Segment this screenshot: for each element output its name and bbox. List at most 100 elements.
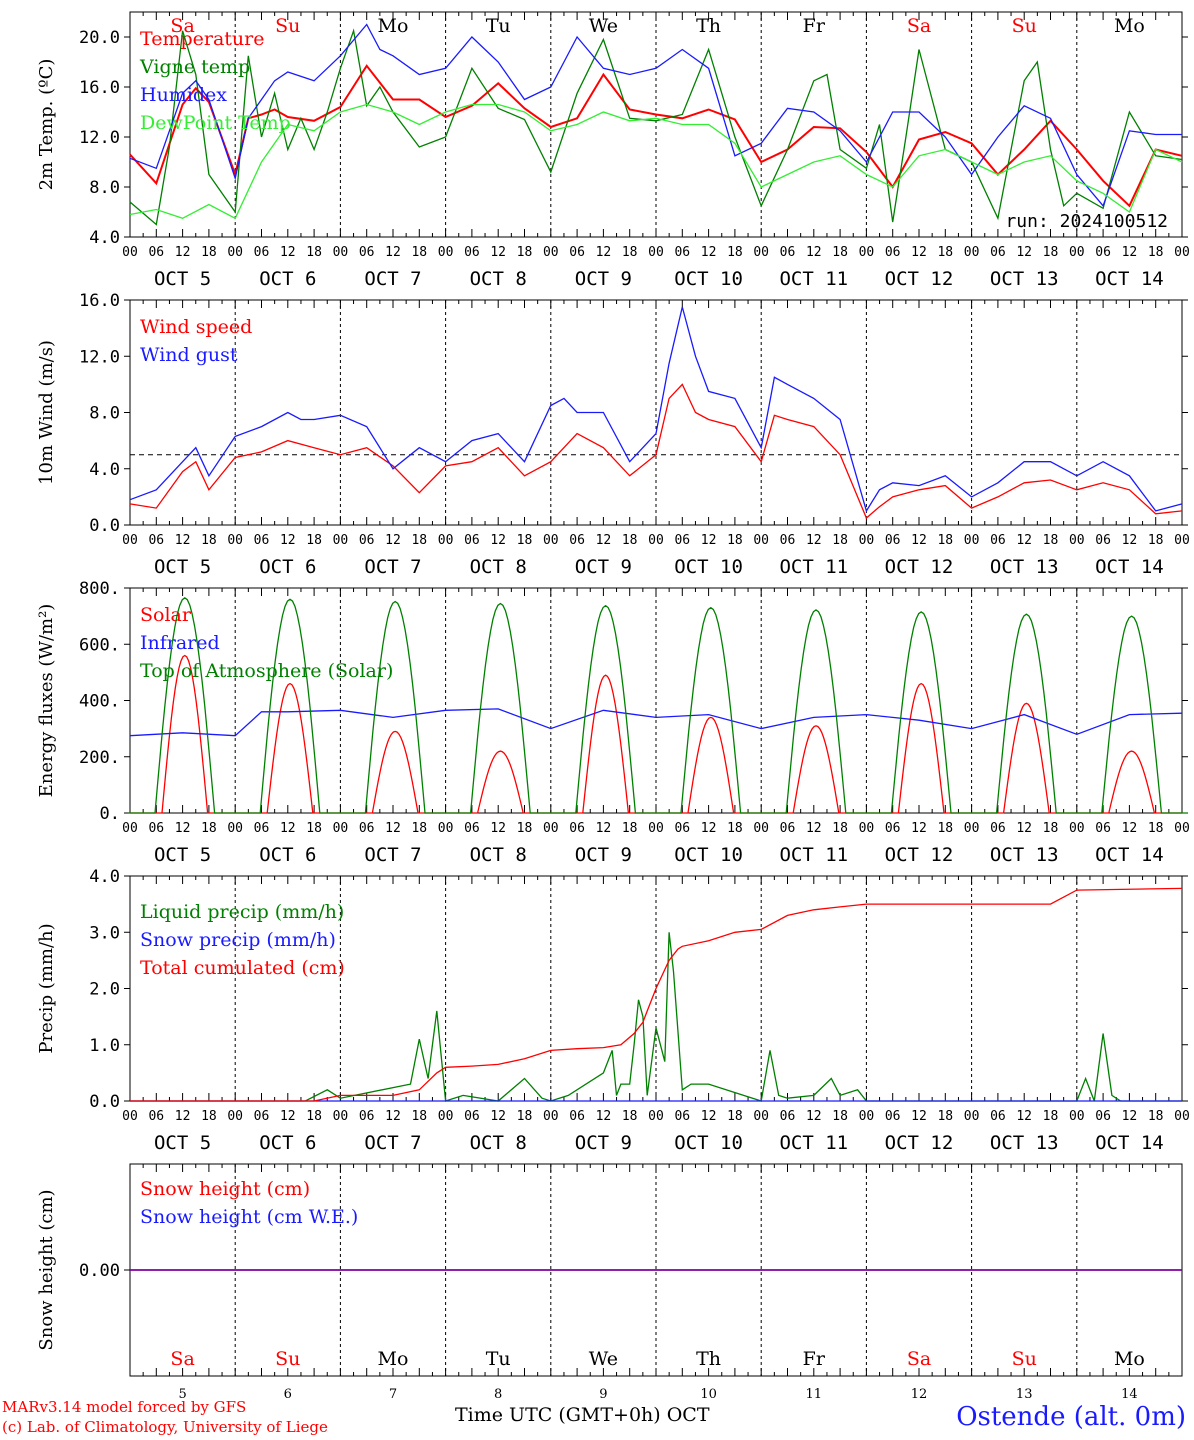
day-label: OCT 12 xyxy=(885,844,954,866)
day-label: OCT 14 xyxy=(1095,1132,1164,1154)
hour-tick-label: 18 xyxy=(306,1109,322,1124)
hour-tick-label: 06 xyxy=(885,245,901,260)
y-axis-label: 10m Wind (m/s) xyxy=(36,340,57,485)
weekday-label: Sa xyxy=(907,15,931,37)
hour-tick-label: 06 xyxy=(569,245,585,260)
hour-tick-label: 06 xyxy=(148,821,164,836)
day-label: OCT 14 xyxy=(1095,556,1164,578)
day-number: 9 xyxy=(599,1387,607,1402)
legend-entry: Total cumulated (cm) xyxy=(140,957,345,979)
hour-tick-label: 18 xyxy=(727,533,743,548)
hour-tick-label: 18 xyxy=(306,533,322,548)
hour-tick-label: 18 xyxy=(937,821,953,836)
hour-tick-label: 06 xyxy=(1095,1109,1111,1124)
hour-tick-label: 12 xyxy=(175,821,191,836)
hour-tick-label: 18 xyxy=(622,245,638,260)
hour-tick-label: 18 xyxy=(1043,533,1059,548)
hour-tick-label: 06 xyxy=(674,821,690,836)
hour-tick-label: 00 xyxy=(964,1109,980,1124)
hour-tick-label: 12 xyxy=(701,245,717,260)
hour-tick-label: 06 xyxy=(885,533,901,548)
hour-tick-label: 06 xyxy=(885,821,901,836)
hour-tick-label: 18 xyxy=(517,821,533,836)
weekday-label: Fr xyxy=(803,15,826,37)
day-label: OCT 7 xyxy=(364,844,421,866)
hour-tick-label: 12 xyxy=(385,245,401,260)
panel-3: 0. 200. 400. 600. 800. Energy fluxes (W/m²) 00… xyxy=(36,579,1190,866)
hour-tick-label: 00 xyxy=(859,821,875,836)
hour-tick-label: 06 xyxy=(148,1109,164,1124)
day-label: OCT 12 xyxy=(885,556,954,578)
hour-tick-label: 18 xyxy=(411,245,427,260)
day-label: OCT 10 xyxy=(674,844,743,866)
day-label: OCT 12 xyxy=(885,268,954,290)
y-tick-label: 200. xyxy=(79,748,120,768)
legend-entry: Liquid precip (mm/h) xyxy=(140,901,344,923)
y-tick-label: 2.0 xyxy=(89,980,120,1000)
hour-tick-label: 00 xyxy=(333,821,349,836)
hour-tick-label: 18 xyxy=(727,821,743,836)
day-label: OCT 8 xyxy=(470,844,527,866)
hour-tick-label: 00 xyxy=(122,533,138,548)
day-label: OCT 5 xyxy=(154,1132,211,1154)
hour-tick-label: 12 xyxy=(280,1109,296,1124)
hour-tick-label: 06 xyxy=(254,821,270,836)
hour-tick-label: 06 xyxy=(1095,245,1111,260)
y-tick-label: 0.00 xyxy=(79,1261,120,1281)
y-tick-label: 12.0 xyxy=(79,128,120,148)
hour-tick-label: 00 xyxy=(1069,245,1085,260)
day-label: OCT 7 xyxy=(364,556,421,578)
hour-tick-label: 00 xyxy=(753,533,769,548)
legend-entry: Snow precip (mm/h) xyxy=(140,929,336,951)
hour-tick-label: 06 xyxy=(780,1109,796,1124)
hour-tick-label: 18 xyxy=(1043,245,1059,260)
hour-tick-label: 18 xyxy=(937,1109,953,1124)
series-line-3 xyxy=(130,887,1183,1102)
hour-tick-label: 12 xyxy=(911,245,927,260)
hour-tick-label: 12 xyxy=(1122,1109,1138,1124)
day-label: OCT 8 xyxy=(470,268,527,290)
day-label: OCT 9 xyxy=(575,268,632,290)
weekday-label: Su xyxy=(275,15,300,37)
y-tick-label: 8.0 xyxy=(89,178,120,198)
day-label: OCT 6 xyxy=(259,268,316,290)
hour-tick-label: 12 xyxy=(1016,533,1032,548)
hour-tick-label: 18 xyxy=(937,533,953,548)
hour-tick-label: 12 xyxy=(175,1109,191,1124)
y-tick-label: 4.0 xyxy=(89,867,120,887)
hour-tick-label: 18 xyxy=(306,245,322,260)
hour-tick-label: 12 xyxy=(490,821,506,836)
station-name: Ostende (alt. 0m) xyxy=(956,1402,1186,1432)
day-number: 13 xyxy=(1016,1387,1033,1402)
weekday-label: Mo xyxy=(378,1348,409,1370)
hour-tick-label: 06 xyxy=(464,245,480,260)
day-label: OCT 13 xyxy=(990,1132,1059,1154)
day-label: OCT 9 xyxy=(575,844,632,866)
hour-tick-label: 18 xyxy=(1148,533,1164,548)
hour-tick-label: 18 xyxy=(937,245,953,260)
legend-entry: Wind gust xyxy=(140,344,238,366)
hour-tick-label: 00 xyxy=(648,1109,664,1124)
weekday-label: Th xyxy=(696,1348,721,1370)
legend-entry: DewPoint Temp xyxy=(140,112,291,134)
weekday-label: Sa xyxy=(170,15,194,37)
hour-tick-label: 00 xyxy=(543,1109,559,1124)
hour-tick-label: 12 xyxy=(1122,533,1138,548)
hour-tick-label: 12 xyxy=(280,245,296,260)
hour-tick-label: 06 xyxy=(990,245,1006,260)
hour-tick-label: 12 xyxy=(490,245,506,260)
hour-tick-label: 12 xyxy=(175,533,191,548)
hour-tick-label: 12 xyxy=(1016,821,1032,836)
hour-tick-label: 06 xyxy=(148,533,164,548)
hour-tick-label: 06 xyxy=(885,1109,901,1124)
meteogram-panels: 4.0 8.0 12.0 16.0 20.0 2m Temp. (ºC) 00 06 12 18 O… xyxy=(36,11,1190,1402)
hour-tick-label: 00 xyxy=(333,1109,349,1124)
hour-tick-label: 18 xyxy=(622,533,638,548)
day-label: OCT 5 xyxy=(154,556,211,578)
hour-tick-label: 00 xyxy=(1069,821,1085,836)
hour-tick-label: 18 xyxy=(1148,1109,1164,1124)
y-tick-label: 12.0 xyxy=(79,347,120,367)
hour-tick-label: 18 xyxy=(622,1109,638,1124)
y-tick-label: 16.0 xyxy=(79,291,120,311)
weekday-label: Mo xyxy=(1114,1348,1145,1370)
